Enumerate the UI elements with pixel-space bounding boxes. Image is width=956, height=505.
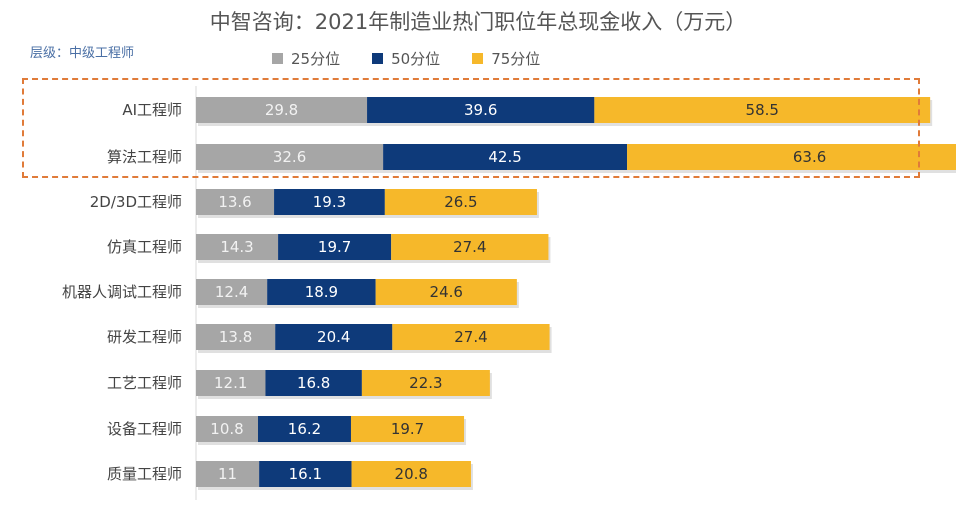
value-label-p50: 42.5 (488, 148, 521, 166)
chart-title: 中智咨询：2021年制造业热门职位年总现金收入（万元） (209, 10, 747, 34)
bar-p25 (196, 144, 384, 170)
value-label-p50: 16.8 (297, 374, 330, 392)
category-label: 算法工程师 (107, 148, 182, 166)
category-label: 机器人调试工程师 (62, 283, 182, 301)
value-label-p25: 13.6 (218, 193, 251, 211)
value-label-p50: 39.6 (464, 101, 497, 119)
bar-p25 (196, 234, 279, 260)
level-label: 层级：中级工程师 (30, 46, 135, 61)
bar-p25 (196, 416, 258, 442)
bar-p50 (274, 189, 385, 215)
value-label-p50: 18.9 (305, 283, 338, 301)
value-label-p25: 32.6 (273, 148, 306, 166)
value-label-p25: 12.1 (214, 374, 247, 392)
value-label-p50: 16.1 (289, 465, 322, 483)
value-label-p75: 19.7 (391, 420, 424, 438)
bar-p75 (392, 324, 550, 350)
highlight-box (22, 78, 920, 178)
value-label-p25: 10.8 (210, 420, 243, 438)
bar-p50 (259, 461, 352, 487)
bar-p75 (594, 97, 931, 123)
legend: 25分位 50分位 75分位 (272, 48, 540, 69)
bar-p25 (196, 279, 268, 305)
value-label-p75: 24.6 (430, 283, 463, 301)
bar-p75 (351, 461, 471, 487)
value-label-p25: 14.3 (220, 238, 253, 256)
bar-p25 (196, 189, 275, 215)
category-label: 工艺工程师 (107, 374, 182, 392)
category-label: 仿真工程师 (107, 238, 182, 256)
bar-p75 (350, 416, 465, 442)
value-label-p50: 19.7 (318, 238, 351, 256)
value-label-p75: 20.8 (395, 465, 428, 483)
bar-p25 (196, 461, 260, 487)
category-label: 设备工程师 (107, 420, 182, 438)
value-label-p75: 63.6 (793, 148, 826, 166)
legend-label-p75: 75分位 (491, 50, 541, 68)
value-label-p25: 12.4 (215, 283, 248, 301)
bar-p25 (196, 324, 276, 350)
bar-p50 (367, 97, 595, 123)
bar-p75 (391, 234, 549, 260)
value-label-p75: 26.5 (444, 193, 477, 211)
value-label-p75: 58.5 (746, 101, 779, 119)
bar-p50 (257, 416, 351, 442)
value-label-p50: 19.3 (313, 193, 346, 211)
value-label-p25: 13.8 (219, 328, 252, 346)
legend-swatch-p75 (472, 53, 484, 64)
bar-p50 (275, 324, 393, 350)
value-label-p75: 27.4 (454, 328, 487, 346)
legend-swatch-p25 (272, 53, 283, 64)
category-label: 质量工程师 (107, 465, 182, 483)
category-label: 2D/3D工程师 (90, 193, 182, 211)
legend-label-p25: 25分位 (291, 50, 341, 68)
bar-p25 (196, 97, 368, 123)
legend-swatch-p50 (372, 53, 384, 64)
bar-p50 (278, 234, 392, 260)
bar-p75 (375, 279, 517, 305)
bar-p25 (196, 370, 266, 396)
category-label: 研发工程师 (107, 328, 182, 346)
value-label-p75: 27.4 (453, 238, 486, 256)
value-label-p25: 11 (218, 465, 237, 483)
bar-p50 (267, 279, 376, 305)
bar-p75 (627, 144, 956, 170)
value-label-p50: 20.4 (317, 328, 350, 346)
value-label-p75: 22.3 (409, 374, 442, 392)
bar-p50 (265, 370, 362, 396)
legend-item-p75: 75分位 (472, 48, 540, 69)
legend-item-p25: 25分位 (272, 48, 340, 69)
bar-p50 (383, 144, 628, 170)
value-label-p50: 16.2 (288, 420, 321, 438)
legend-label-p50: 50分位 (391, 50, 441, 68)
bar-p75 (361, 370, 490, 396)
bar-p75 (384, 189, 537, 215)
value-label-p25: 29.8 (265, 101, 298, 119)
legend-item-p50: 50分位 (372, 48, 440, 69)
category-label: AI工程师 (122, 101, 182, 119)
